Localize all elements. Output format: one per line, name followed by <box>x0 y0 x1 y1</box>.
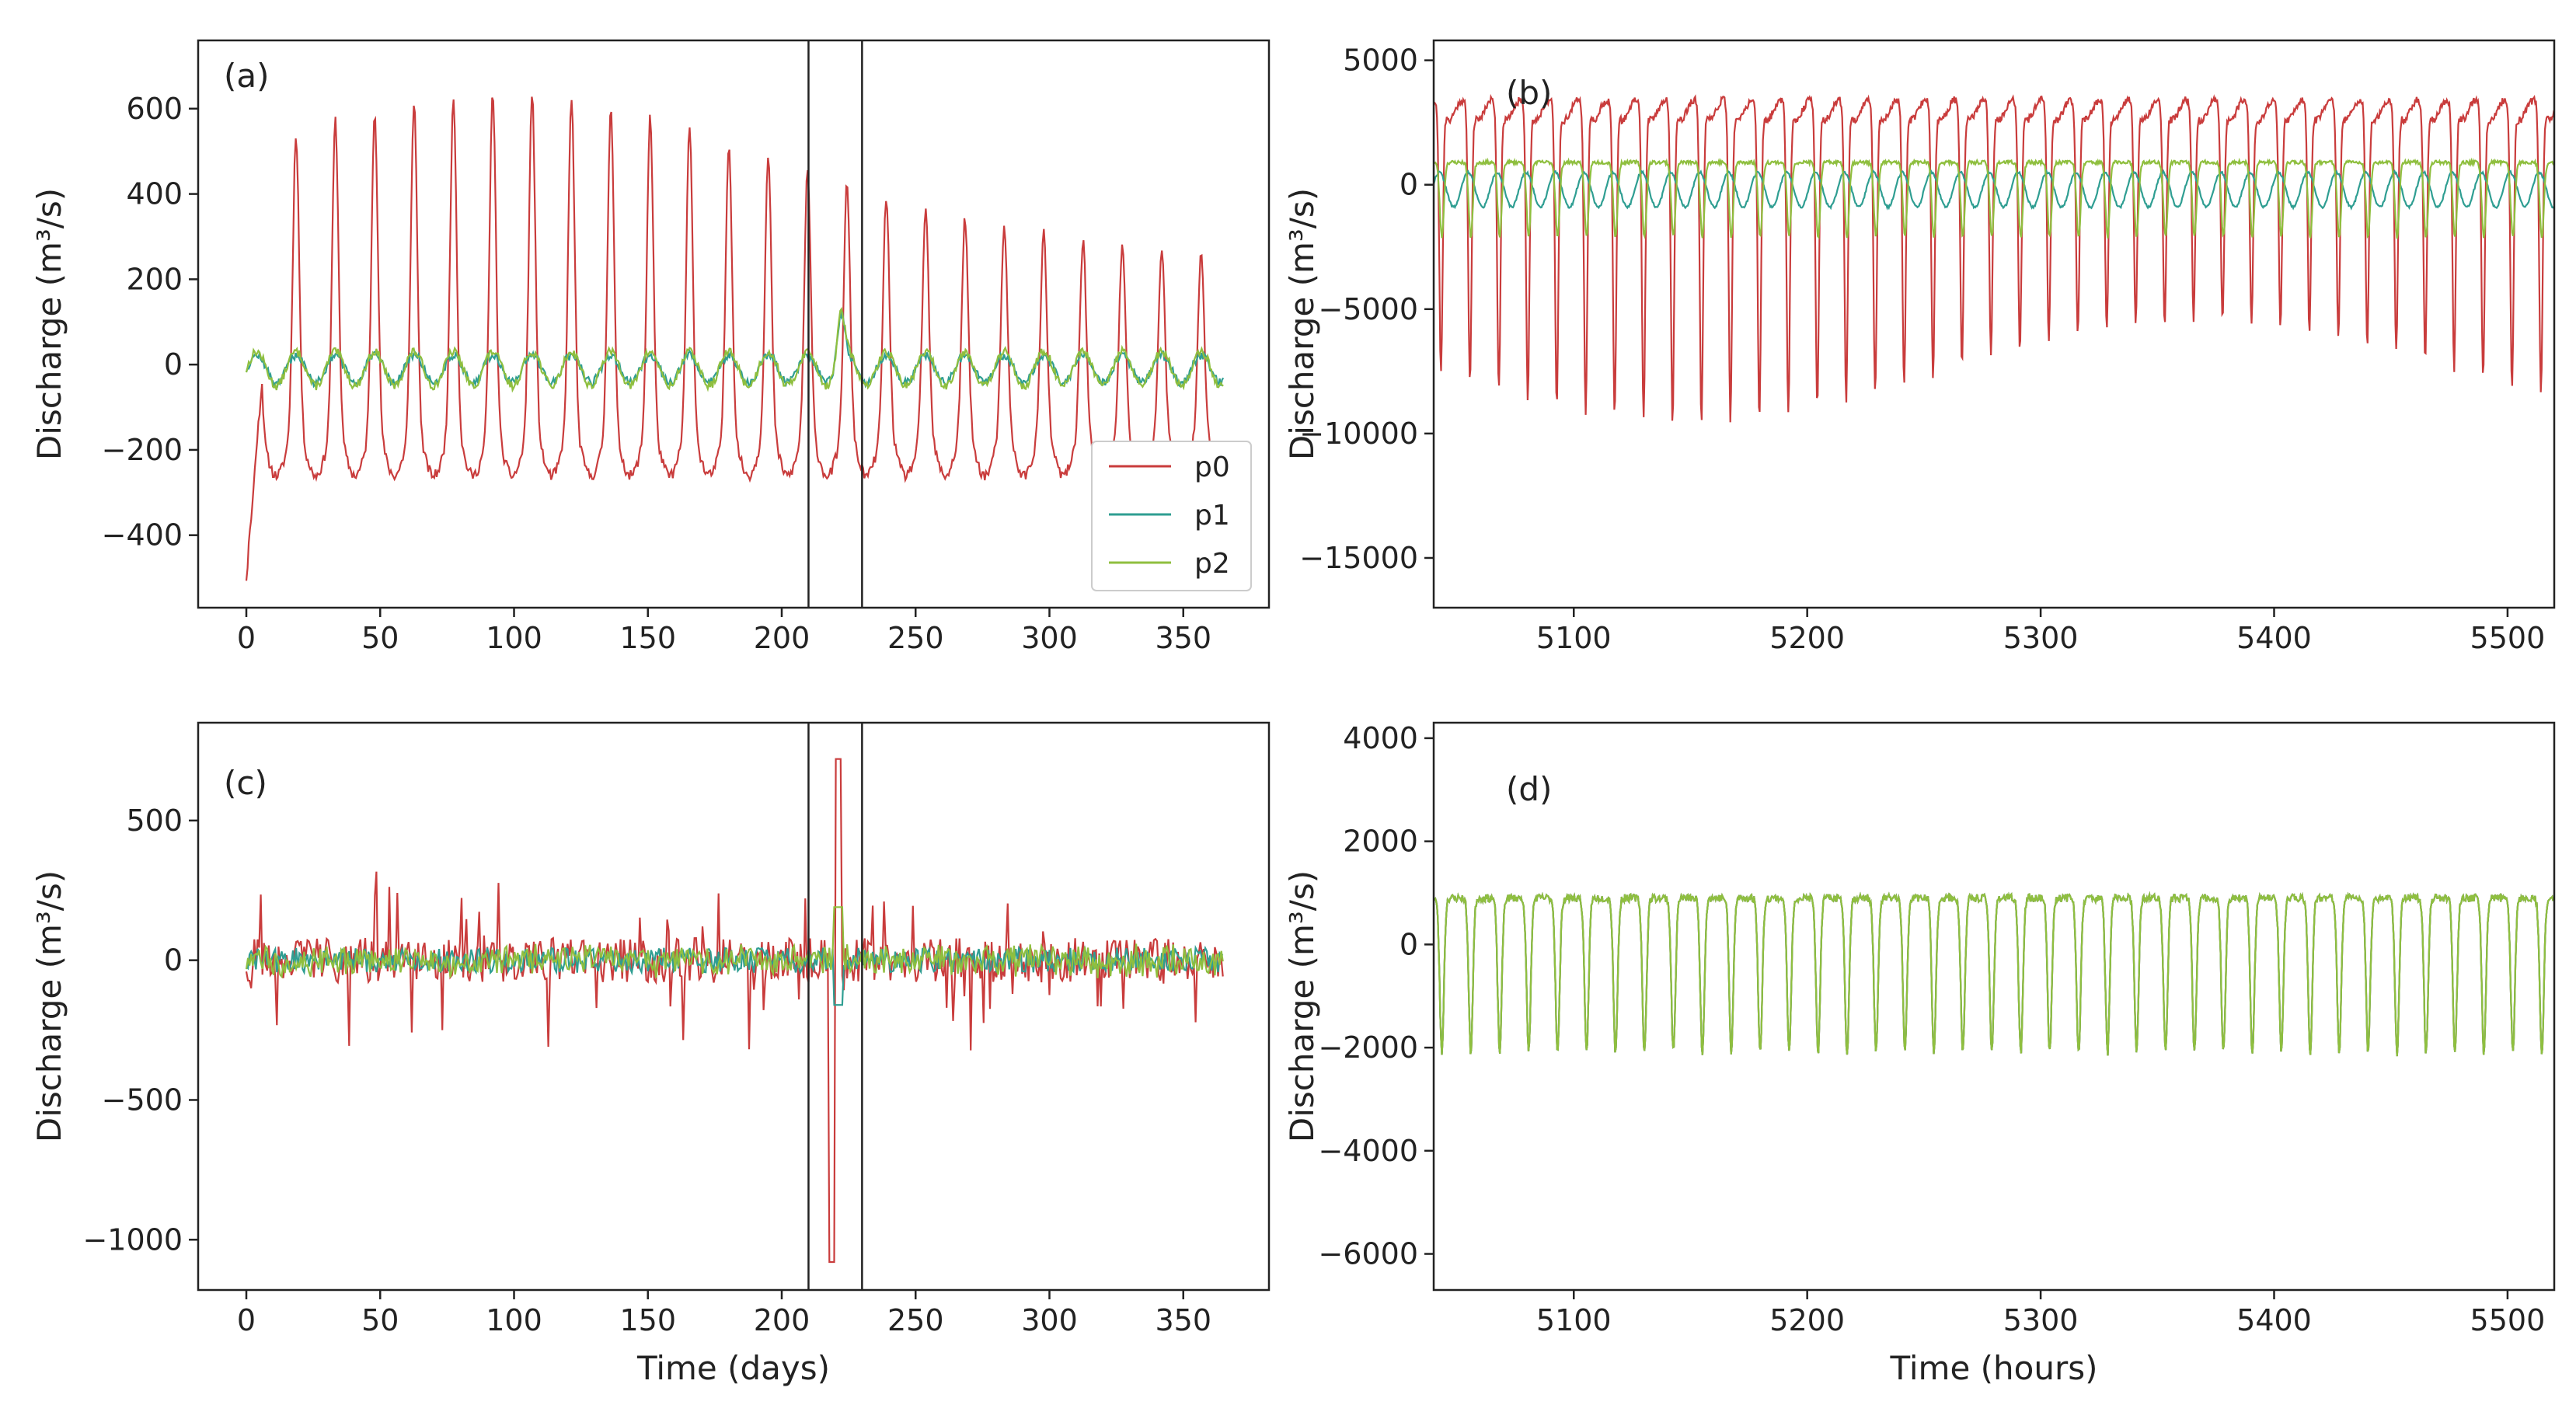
x-tick-label: 350 <box>1155 621 1211 655</box>
x-tick-label: 5200 <box>1769 1303 1845 1337</box>
x-tick-label: 5100 <box>1536 621 1612 655</box>
x-tick-label: 100 <box>486 621 542 655</box>
x-tick-label: 5500 <box>2470 621 2546 655</box>
y-tick-label: −2000 <box>1318 1030 1418 1065</box>
x-tick-label: 150 <box>619 621 676 655</box>
panel-d-label: (d) <box>1506 770 1552 808</box>
panel-d-ticks: 5100 5200 5300 5400 5500 −6000 −4000 −2000 0 2000… <box>1318 721 2545 1337</box>
y-tick-label: 4000 <box>1343 721 1418 755</box>
y-tick-label: −15000 <box>1299 541 1418 575</box>
panel-d-y-axis-label: Discharge (m³/s) <box>1283 870 1321 1142</box>
panel-b-ticks: 5100 5200 5300 5400 5500 −15000 −10000 −5000 0 50… <box>1299 44 2545 655</box>
panel-c-frame <box>197 721 1271 1292</box>
panel-c-label: (c) <box>224 764 267 802</box>
x-tick-label: 0 <box>237 1303 256 1337</box>
legend-label-p1: p1 <box>1194 500 1230 532</box>
series-line-p1 <box>1434 169 2554 211</box>
panel-b: 5100 5200 5300 5400 5500 −15000 −10000 −5000 0 50… <box>1283 39 2556 655</box>
panel-c-x-axis-label: Time (days) <box>636 1349 830 1387</box>
panel-c-ticks: 0 50 100 150 200 250 300 350 −1000 −500 0 500 <box>82 804 1211 1337</box>
series-line-p2 <box>1434 157 2554 240</box>
panel-c-series <box>245 758 1224 1264</box>
panel-b-series <box>1434 93 2554 423</box>
y-tick-label: 2000 <box>1343 825 1418 859</box>
panel-d-x-axis-label: Time (hours) <box>1890 1349 2098 1387</box>
legend: p0 p1 p2 <box>1091 441 1252 591</box>
y-tick-label: −6000 <box>1318 1237 1418 1271</box>
y-tick-label: 0 <box>164 943 183 978</box>
y-tick-label: 600 <box>126 92 183 126</box>
panel-d-frame <box>1432 721 2556 1292</box>
x-tick-label: 5200 <box>1769 621 1845 655</box>
panel-a-y-axis-label: Discharge (m³/s) <box>30 188 68 460</box>
x-tick-label: 100 <box>486 1303 542 1337</box>
x-tick-label: 5300 <box>2003 621 2079 655</box>
legend-items: p0 p1 p2 <box>1109 451 1230 580</box>
panel-b-label: (b) <box>1506 74 1552 112</box>
x-tick-label: 300 <box>1021 621 1078 655</box>
x-tick-label: 5100 <box>1536 1303 1612 1337</box>
x-tick-label: 300 <box>1021 1303 1078 1337</box>
x-tick-label: 150 <box>619 1303 676 1337</box>
y-tick-label: −400 <box>102 518 183 553</box>
panel-a-label: (a) <box>224 57 270 95</box>
panel-d-series <box>1434 891 2554 1057</box>
x-tick-label: 50 <box>361 621 399 655</box>
y-tick-label: −4000 <box>1318 1134 1418 1168</box>
y-tick-label: 5000 <box>1343 44 1418 78</box>
panel-c-window-lines <box>807 723 863 1290</box>
y-tick-label: 0 <box>1400 927 1418 961</box>
panel-b-y-axis-label: Discharge (m³/s) <box>1283 188 1321 460</box>
panel-a-frame <box>197 39 1271 609</box>
y-tick-label: −1000 <box>82 1222 183 1257</box>
x-tick-label: 5300 <box>2003 1303 2079 1337</box>
x-tick-label: 5500 <box>2470 1303 2546 1337</box>
panel-a-series <box>245 96 1225 581</box>
y-tick-label: −5000 <box>1318 292 1418 326</box>
series-line-p2 <box>245 906 1224 979</box>
y-tick-label: 500 <box>126 804 183 838</box>
y-tick-label: 200 <box>126 262 183 296</box>
x-tick-label: 0 <box>237 621 256 655</box>
x-tick-label: 5400 <box>2236 621 2312 655</box>
y-tick-label: 0 <box>1400 168 1418 202</box>
x-tick-label: 50 <box>361 1303 399 1337</box>
panel-a: 0 50 100 150 200 250 300 350−400−2000200400600 … <box>30 39 1271 655</box>
y-tick-label: −10000 <box>1299 417 1418 451</box>
x-tick-label: 200 <box>754 621 810 655</box>
x-tick-label: 350 <box>1155 1303 1211 1337</box>
y-tick-label: 0 <box>164 347 183 382</box>
x-tick-label: 5400 <box>2236 1303 2312 1337</box>
y-tick-label: −500 <box>102 1083 183 1117</box>
legend-label-p0: p0 <box>1194 451 1230 483</box>
series-line-p2 <box>1434 891 2554 1057</box>
panel-c: 0 50 100 150 200 250 300 350 −1000 −500 0 500 (c) D… <box>30 721 1271 1387</box>
series-line-p0 <box>245 96 1225 581</box>
x-tick-label: 200 <box>754 1303 810 1337</box>
series-line-p2 <box>245 306 1224 393</box>
panel-c-y-axis-label: Discharge (m³/s) <box>30 870 68 1142</box>
panel-d: 5100 5200 5300 5400 5500 −6000 −4000 −2000 0 2000… <box>1283 721 2556 1387</box>
series-line-p0 <box>1434 93 2554 423</box>
legend-box <box>1091 441 1252 591</box>
y-tick-label: −200 <box>102 433 183 467</box>
panel-b-frame <box>1432 39 2556 609</box>
y-tick-label: 400 <box>126 177 183 211</box>
panel-a-window-lines <box>807 40 863 608</box>
x-tick-label: 250 <box>887 1303 944 1337</box>
panel-a-ticks: 0 50 100 150 200 250 300 350 −400 −200 0 200 400 600 <box>102 92 1211 655</box>
legend-label-p2: p2 <box>1194 548 1230 580</box>
x-tick-label: 250 <box>887 621 944 655</box>
